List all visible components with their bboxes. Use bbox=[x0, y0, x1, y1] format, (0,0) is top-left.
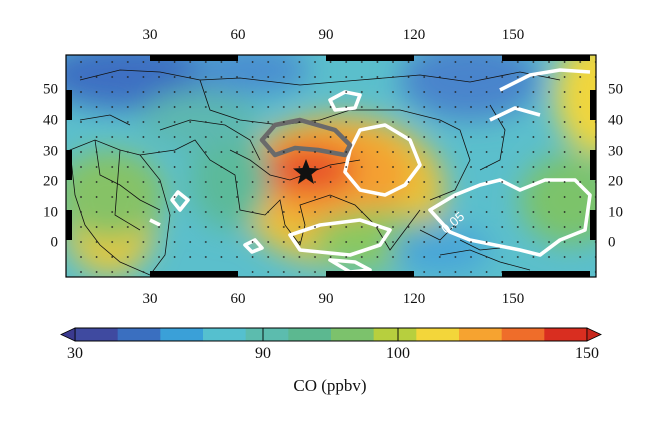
left-tick-label: 30 bbox=[43, 143, 58, 160]
right-tick-label: 0 bbox=[608, 234, 616, 251]
right-tick-label: 50 bbox=[608, 81, 623, 98]
colorbar-segment bbox=[117, 328, 161, 341]
colorbar-segment bbox=[544, 328, 588, 341]
map-frame bbox=[65, 54, 597, 278]
right-tick-label: 40 bbox=[608, 112, 623, 129]
colorbar-segment bbox=[288, 328, 332, 341]
colorbar-segment bbox=[245, 328, 289, 341]
left-tick-label: 20 bbox=[43, 173, 58, 190]
top-tick-label: 30 bbox=[142, 27, 158, 43]
left-tick-label: 10 bbox=[43, 204, 58, 221]
grid-dots bbox=[66, 55, 596, 277]
colorbar-label: 150 bbox=[575, 345, 599, 362]
left-tick-label: 40 bbox=[43, 112, 58, 129]
colorbar-segment bbox=[331, 328, 375, 341]
left-tick-label: 0 bbox=[50, 234, 59, 251]
colorbar bbox=[60, 327, 602, 342]
colorbar-label: 90 bbox=[255, 345, 271, 362]
bottom-tick-label: 30 bbox=[142, 291, 158, 307]
star-marker-icon bbox=[293, 159, 319, 184]
top-tick-label: 90 bbox=[318, 27, 334, 43]
colorbar-segment bbox=[501, 328, 545, 341]
colorbar-segment bbox=[75, 328, 119, 341]
top-tick-label: 120 bbox=[402, 27, 426, 43]
bottom-tick-label: 90 bbox=[318, 291, 334, 307]
colorbar-segment bbox=[459, 328, 503, 341]
colorbar-segment bbox=[373, 328, 417, 341]
colorbar-left-arrow bbox=[60, 327, 76, 342]
top-tick-label: 150 bbox=[501, 27, 525, 43]
colorbar-segment bbox=[160, 328, 204, 341]
bottom-tick-label: 150 bbox=[501, 291, 525, 307]
co-field bbox=[66, 55, 596, 277]
bottom-tick-label: 120 bbox=[402, 291, 426, 307]
top-tick-label: 60 bbox=[230, 27, 246, 43]
colorbar-label: 100 bbox=[386, 345, 410, 362]
right-tick-label: 20 bbox=[608, 173, 623, 190]
bottom-tick-label: 60 bbox=[230, 291, 246, 307]
colorbar-segment bbox=[203, 328, 247, 341]
colorbar-label: 30 bbox=[67, 345, 83, 362]
right-tick-label: 10 bbox=[608, 204, 623, 221]
colorbar-segment bbox=[416, 328, 460, 341]
left-tick-label: 50 bbox=[43, 81, 58, 98]
right-tick-label: 30 bbox=[608, 143, 623, 160]
colorbar-title: CO (ppbv) bbox=[293, 376, 367, 395]
colorbar-right-arrow bbox=[586, 327, 602, 342]
